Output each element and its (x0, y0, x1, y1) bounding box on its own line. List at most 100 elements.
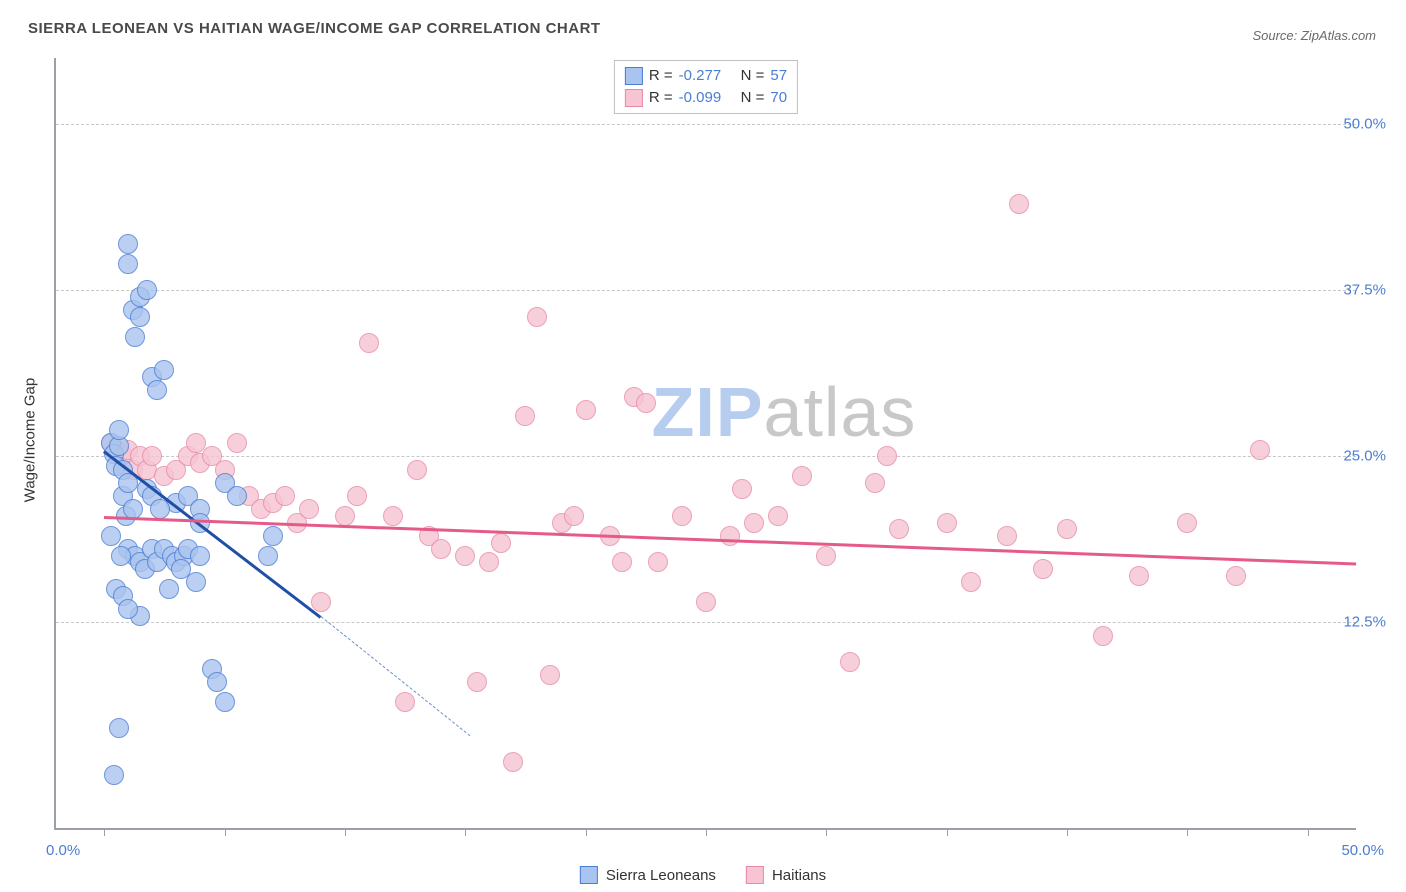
data-point (347, 486, 367, 506)
data-point (840, 652, 860, 672)
data-point (118, 254, 138, 274)
grid-line (56, 456, 1356, 457)
grid-line (56, 622, 1356, 623)
data-point (311, 592, 331, 612)
data-point (154, 360, 174, 380)
x-tick (1308, 828, 1309, 836)
data-point (865, 473, 885, 493)
data-point (383, 506, 403, 526)
data-point (215, 692, 235, 712)
legend-swatch (625, 67, 643, 85)
legend-series-name: Sierra Leoneans (606, 867, 716, 884)
x-tick (826, 828, 827, 836)
x-end-label: 50.0% (1341, 842, 1384, 859)
data-point (395, 692, 415, 712)
legend-r-label: R = (649, 65, 673, 87)
data-point (1033, 559, 1053, 579)
trend-line (104, 516, 1356, 565)
data-point (564, 506, 584, 526)
x-tick (1187, 828, 1188, 836)
data-point (515, 406, 535, 426)
data-point (142, 446, 162, 466)
legend-swatch (580, 866, 598, 884)
data-point (137, 280, 157, 300)
data-point (171, 559, 191, 579)
data-point (527, 307, 547, 327)
data-point (479, 552, 499, 572)
data-point (636, 393, 656, 413)
legend-series-name: Haitians (772, 867, 826, 884)
data-point (159, 579, 179, 599)
data-point (227, 486, 247, 506)
data-point (111, 546, 131, 566)
data-point (150, 499, 170, 519)
legend-n-label: N = (741, 87, 765, 109)
legend-r-value: -0.277 (679, 65, 735, 87)
data-point (190, 546, 210, 566)
data-point (275, 486, 295, 506)
data-point (1226, 566, 1246, 586)
trend-line (103, 450, 321, 618)
y-axis-label: Wage/Income Gap (22, 378, 39, 503)
x-tick (586, 828, 587, 836)
data-point (1250, 440, 1270, 460)
legend-r-value: -0.099 (679, 87, 735, 109)
data-point (101, 526, 121, 546)
data-point (792, 466, 812, 486)
legend-row: R =-0.099N =70 (625, 87, 787, 109)
watermark-atlas: atlas (764, 373, 917, 451)
x-tick (947, 828, 948, 836)
legend-swatch (625, 89, 643, 107)
data-point (1177, 513, 1197, 533)
data-point (1093, 626, 1113, 646)
data-point (431, 539, 451, 559)
data-point (768, 506, 788, 526)
data-point (540, 665, 560, 685)
data-point (104, 765, 124, 785)
watermark-zip: ZIP (652, 373, 764, 451)
data-point (186, 433, 206, 453)
legend-n-value: 70 (770, 87, 787, 109)
x-tick (1067, 828, 1068, 836)
data-point (997, 526, 1017, 546)
x-tick (104, 828, 105, 836)
data-point (1057, 519, 1077, 539)
legend-item: Sierra Leoneans (580, 866, 716, 884)
data-point (147, 380, 167, 400)
data-point (576, 400, 596, 420)
data-point (696, 592, 716, 612)
data-point (720, 526, 740, 546)
chart-title: SIERRA LEONEAN VS HAITIAN WAGE/INCOME GA… (28, 20, 601, 37)
y-tick-label: 50.0% (1343, 116, 1386, 133)
data-point (118, 234, 138, 254)
y-tick-label: 12.5% (1343, 614, 1386, 631)
x-origin-label: 0.0% (46, 842, 80, 859)
data-point (1009, 194, 1029, 214)
scatter-plot-area: ZIPatlas R =-0.277N =57R =-0.099N =70 (54, 58, 1356, 830)
data-point (467, 672, 487, 692)
watermark: ZIPatlas (652, 372, 917, 452)
grid-line (56, 124, 1356, 125)
data-point (407, 460, 427, 480)
data-point (491, 533, 511, 553)
data-point (961, 572, 981, 592)
data-point (732, 479, 752, 499)
data-point (816, 546, 836, 566)
data-point (109, 420, 129, 440)
trend-line (321, 616, 471, 736)
data-point (359, 333, 379, 353)
data-point (125, 327, 145, 347)
data-point (744, 513, 764, 533)
data-point (207, 672, 227, 692)
data-point (455, 546, 475, 566)
data-point (227, 433, 247, 453)
grid-line (56, 290, 1356, 291)
data-point (648, 552, 668, 572)
data-point (335, 506, 355, 526)
correlation-legend: R =-0.277N =57R =-0.099N =70 (614, 60, 798, 114)
data-point (612, 552, 632, 572)
legend-n-value: 57 (770, 65, 787, 87)
x-tick (345, 828, 346, 836)
series-legend: Sierra Leoneans Haitians (580, 866, 826, 884)
legend-swatch (746, 866, 764, 884)
